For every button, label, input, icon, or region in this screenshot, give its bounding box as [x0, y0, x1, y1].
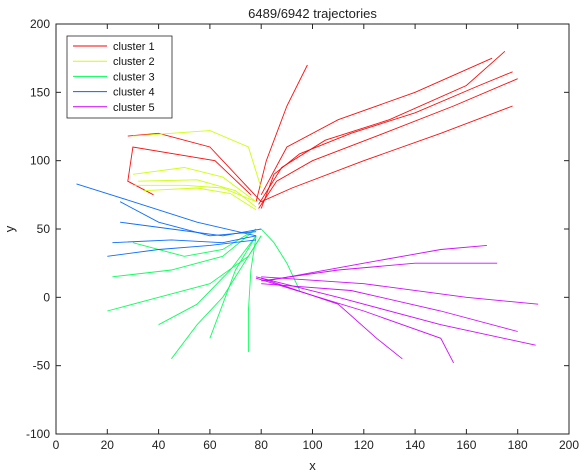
trajectory-line: [247, 235, 257, 352]
trajectory-line: [258, 50, 506, 205]
x-tick-label: 60: [203, 438, 217, 452]
trajectory-line: [158, 235, 257, 326]
y-axis-label: y: [2, 225, 17, 232]
legend-label: cluster 1: [113, 41, 155, 53]
x-tick-label: 160: [456, 438, 476, 452]
trajectory-line: [258, 78, 518, 209]
trajectory-line: [261, 283, 518, 332]
trajectory-line: [209, 235, 257, 339]
x-axis: 0 20 40 60 80 100 120 140 160 180 200: [53, 24, 579, 452]
y-tick-label: 200: [30, 17, 50, 31]
series-4: [76, 183, 262, 257]
trajectory-line: [261, 262, 498, 282]
trajectory-line: [261, 277, 403, 360]
legend-label: cluster 2: [113, 56, 155, 68]
x-tick-label: 140: [405, 438, 425, 452]
legend-label: cluster 3: [113, 71, 155, 83]
trajectory-line: [112, 228, 257, 278]
x-tick-label: 100: [302, 438, 322, 452]
trajectory-line: [132, 130, 262, 189]
x-axis-label: x: [309, 458, 316, 473]
trajectory-line: [143, 187, 257, 211]
trajectory-line: [112, 235, 257, 244]
trajectory-line: [107, 239, 257, 257]
legend-box: [66, 35, 173, 119]
trajectory-line: [171, 235, 262, 360]
trajectory-line: [120, 221, 262, 237]
trajectory-line: [138, 179, 257, 208]
chart-title: 6489/6942 trajectories: [248, 6, 377, 21]
y-tick-label: 100: [30, 154, 50, 168]
trajectory-line: [127, 132, 262, 203]
trajectory-line: [266, 244, 487, 282]
x-tick-label: 120: [354, 438, 374, 452]
y-tick-label: -100: [26, 427, 50, 441]
x-tick-label: 200: [559, 438, 579, 452]
series-1: [127, 50, 518, 209]
x-tick-label: 80: [255, 438, 269, 452]
x-tick-label: 0: [53, 438, 60, 452]
trajectory-line: [132, 184, 257, 203]
series-layer: [76, 50, 539, 364]
legend-label: cluster 4: [113, 87, 155, 99]
trajectory-line: [260, 228, 301, 291]
trajectory-line: [260, 71, 513, 209]
series-2: [132, 130, 262, 211]
y-tick-label: 0: [43, 290, 50, 304]
trajectory-line: [132, 167, 257, 203]
x-tick-label: 40: [152, 438, 166, 452]
y-axis: -100 -50 0 50 100 150 200: [26, 17, 569, 441]
x-tick-label: 180: [508, 438, 528, 452]
trajectory-line: [261, 276, 539, 305]
series-5: [255, 244, 539, 364]
trajectory-line: [76, 183, 257, 237]
trajectory-line: [260, 57, 493, 196]
legend: cluster 1 cluster 2 cluster 3 cluster 4 clus…: [66, 35, 173, 119]
y-tick-label: 150: [30, 85, 50, 99]
x-tick-label: 20: [101, 438, 115, 452]
trajectory-line: [261, 105, 513, 203]
legend-label: cluster 5: [113, 102, 155, 114]
y-tick-label: 50: [37, 222, 51, 236]
trajectory-line: [255, 64, 308, 202]
y-tick-label: -50: [33, 359, 51, 373]
trajectory-line: [255, 276, 536, 346]
